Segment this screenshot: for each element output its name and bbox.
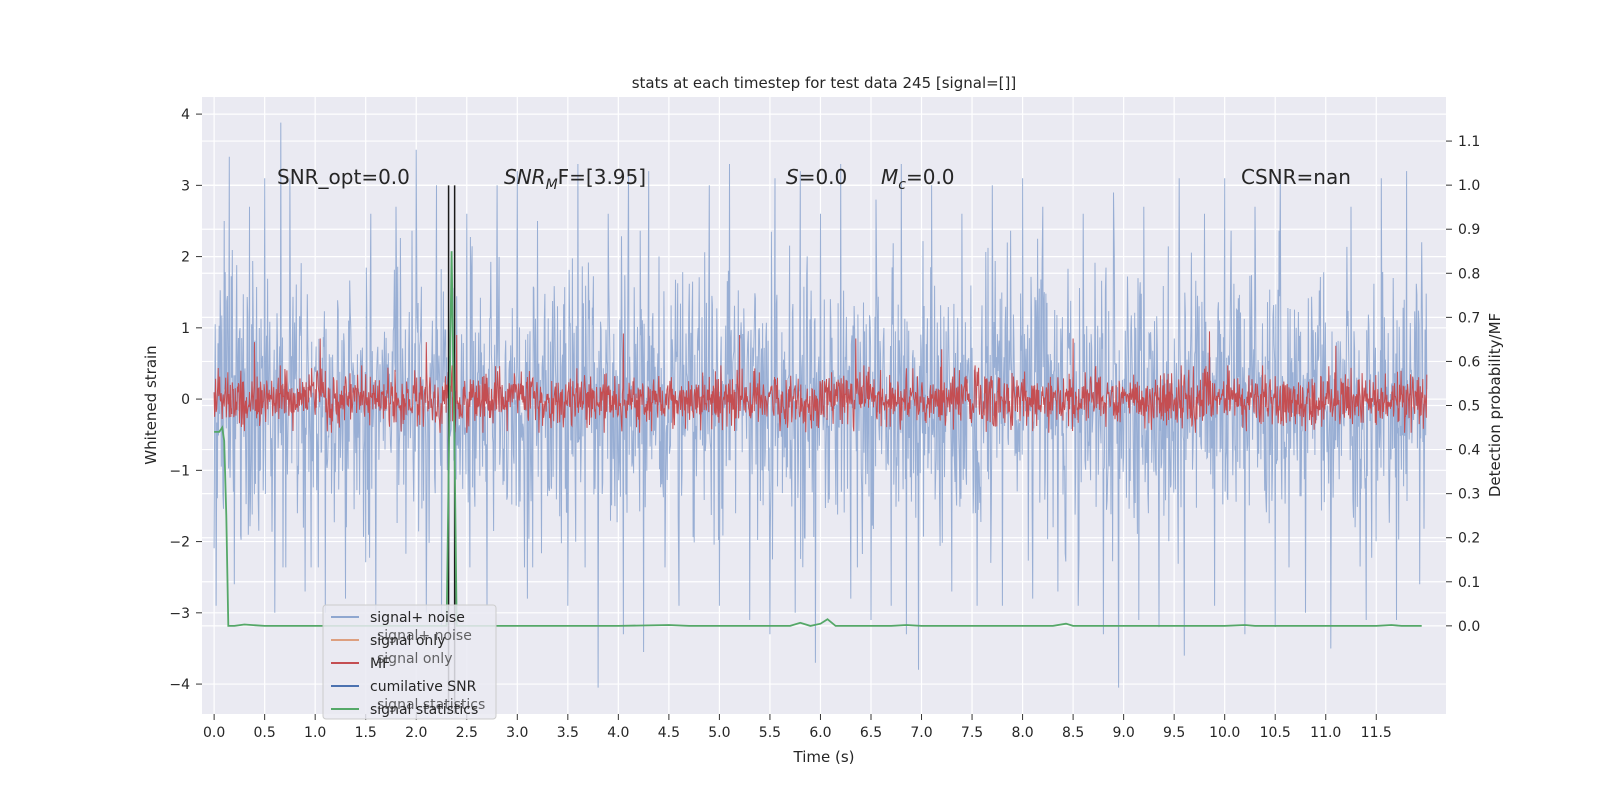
x-tick-label: 8.5 — [1062, 725, 1084, 741]
x-tick-label: 6.5 — [860, 725, 882, 741]
annotation-mc-symbol: M — [881, 165, 898, 189]
annotation-snr-mf: SNRMF=[3.95] — [504, 165, 646, 193]
legend-label-signal-statistics: signal statistics — [370, 702, 478, 718]
annotation-mc-value: =0.0 — [906, 165, 955, 189]
series-mf-line — [213, 331, 1428, 433]
y-left-tick-label: −1 — [169, 463, 190, 479]
y-left-tick-label: −3 — [169, 606, 190, 622]
x-tick-label: 4.0 — [607, 725, 629, 741]
y-left-tick-label: 0 — [181, 392, 190, 408]
y-right-tick-label: 0.2 — [1458, 531, 1480, 547]
y-right-tick-label: 0.1 — [1458, 575, 1480, 591]
annotation-s-value: =0.0 — [799, 165, 848, 189]
x-tick-label: 6.0 — [809, 725, 831, 741]
ticks-layer: 0.0 0.5 1.0 1.5 2.0 2.5 3.0 3.5 4.0 4.5 5.0 5.5 6.0 6… — [169, 107, 1480, 741]
x-tick-label: 11.5 — [1361, 725, 1392, 741]
legend-ghost-text-3: signal statistics — [377, 697, 485, 713]
y-left-tick-label: 2 — [181, 250, 190, 266]
y-right-tick-label: 0.6 — [1458, 354, 1480, 370]
y-left-tick-label: 4 — [181, 107, 190, 123]
legend-ghost-text-2: signal only — [377, 651, 452, 667]
x-tick-label: 1.0 — [304, 725, 326, 741]
annotation-csnr: CSNR=nan — [1241, 165, 1351, 189]
series-signal-statistics-line — [214, 251, 1422, 627]
x-tick-label: 0.5 — [254, 725, 276, 741]
legend: signal+ noise signal only signal statist… — [322, 604, 497, 720]
chart-title: stats at each timestep for test data 245… — [632, 74, 1017, 92]
annotation-snr-mf-subscript: M — [546, 177, 558, 193]
y-left-tick-label: 1 — [181, 321, 190, 337]
x-axis-label: Time (s) — [793, 748, 855, 766]
x-tick-label: 9.0 — [1112, 725, 1134, 741]
y-left-tick-label: −2 — [169, 535, 190, 551]
x-tick-label: 10.5 — [1260, 725, 1291, 741]
y-right-tick-label: 1.1 — [1458, 134, 1480, 150]
legend-label-cumulative-snr: cumilative SNR — [370, 679, 477, 695]
y-left-tick-label: 3 — [181, 178, 190, 194]
annotation-snr-mf-symbol: SNR — [504, 165, 546, 189]
y-right-tick-label: 0.0 — [1458, 619, 1480, 635]
x-tick-label: 5.0 — [708, 725, 730, 741]
y-right-tick-label: 0.5 — [1458, 399, 1480, 415]
x-tick-label: 2.0 — [405, 725, 427, 741]
y-right-tick-label: 0.7 — [1458, 310, 1480, 326]
x-tick-label: 8.0 — [1011, 725, 1033, 741]
x-tick-label: 7.5 — [961, 725, 983, 741]
legend-label-mf: MF — [370, 656, 390, 672]
y-left-tick-label: −4 — [169, 677, 190, 693]
legend-label-signal-noise: signal+ noise — [370, 610, 465, 626]
series-signal-noise-line — [213, 122, 1428, 688]
annotation-snr-mf-value: F=[3.95] — [558, 165, 646, 189]
x-tick-label: 7.0 — [910, 725, 932, 741]
x-tick-label: 4.5 — [658, 725, 680, 741]
x-tick-label: 10.0 — [1209, 725, 1240, 741]
y-right-tick-label: 1.0 — [1458, 178, 1480, 194]
annotation-s-symbol: S — [786, 165, 799, 189]
x-tick-label: 1.5 — [355, 725, 377, 741]
legend-ghost-text-1: signal+ noise — [377, 628, 472, 644]
x-tick-label: 9.5 — [1163, 725, 1185, 741]
x-tick-label: 3.0 — [506, 725, 528, 741]
annotation-layer: SNR_opt=0.0 SNRMF=[3.95] S=0.0 Mc=0.0 CS… — [277, 165, 1351, 193]
y-axis-label-left: Whitened strain — [142, 345, 160, 464]
x-tick-label: 3.5 — [557, 725, 579, 741]
legend-label-signal-only: signal only — [370, 633, 445, 649]
x-tick-label: 2.5 — [456, 725, 478, 741]
annotation-s: S=0.0 — [786, 165, 847, 189]
y-axis-label-right: Detection probability/MF — [1486, 313, 1504, 497]
annotation-snr-opt: SNR_opt=0.0 — [277, 165, 410, 189]
legend-box — [322, 604, 497, 720]
y-right-tick-label: 0.9 — [1458, 222, 1480, 238]
x-tick-label: 11.0 — [1310, 725, 1341, 741]
x-tick-label: 5.5 — [759, 725, 781, 741]
y-right-tick-label: 0.8 — [1458, 266, 1480, 282]
annotation-mc-subscript: c — [898, 177, 906, 193]
x-tick-label: 0.0 — [203, 725, 225, 741]
y-right-tick-label: 0.4 — [1458, 443, 1480, 459]
annotation-mc: Mc=0.0 — [881, 165, 955, 193]
y-right-tick-label: 0.3 — [1458, 487, 1480, 503]
